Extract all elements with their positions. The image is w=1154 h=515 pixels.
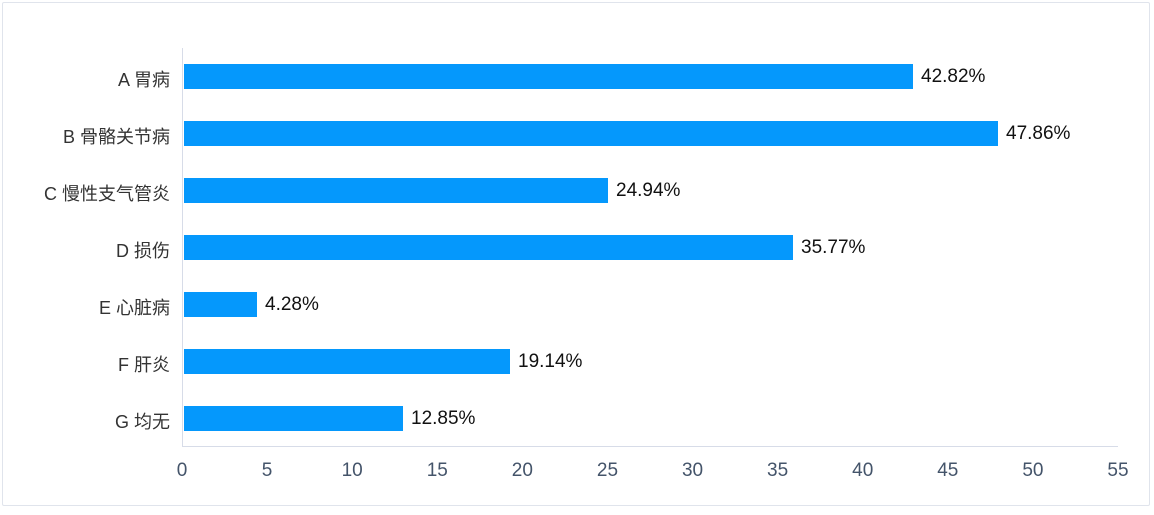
bar [184,235,793,260]
x-tick-label: 35 [767,460,789,481]
x-tick-label: 0 [176,460,188,481]
bar [184,292,257,317]
bar [184,406,403,431]
category-label: E 心脏病 [98,297,170,318]
bar [184,64,913,89]
value-label: 35.77% [801,236,866,258]
category-label: C 慢性支气管炎 [44,183,170,204]
bar [184,121,998,146]
value-label: 24.94% [616,179,681,201]
category-label: A 胃病 [117,69,170,90]
x-tick-label: 10 [341,460,363,481]
value-label: 4.28% [265,293,319,315]
x-tick-label: 15 [426,460,448,481]
category-label: D 损伤 [116,240,170,261]
x-tick-label: 30 [681,460,704,481]
category-label: F 肝炎 [118,354,170,375]
value-label: 42.82% [921,65,986,87]
value-label: 47.86% [1006,122,1071,144]
bar [184,349,510,374]
value-label: 12.85% [411,407,476,429]
x-tick-label: 20 [511,460,533,481]
category-label: G 均无 [114,411,170,432]
x-tick-label: 25 [596,460,619,481]
category-label: B 骨骼关节病 [62,126,170,147]
value-label: 19.14% [518,350,583,372]
x-tick-label: 5 [261,460,273,481]
x-tick-label: 55 [1107,460,1129,481]
x-tick-label: 50 [1022,460,1044,481]
x-tick-label: 45 [937,460,959,481]
x-tick-label: 40 [852,460,874,481]
plot-area [182,48,1118,447]
bar [184,178,608,203]
